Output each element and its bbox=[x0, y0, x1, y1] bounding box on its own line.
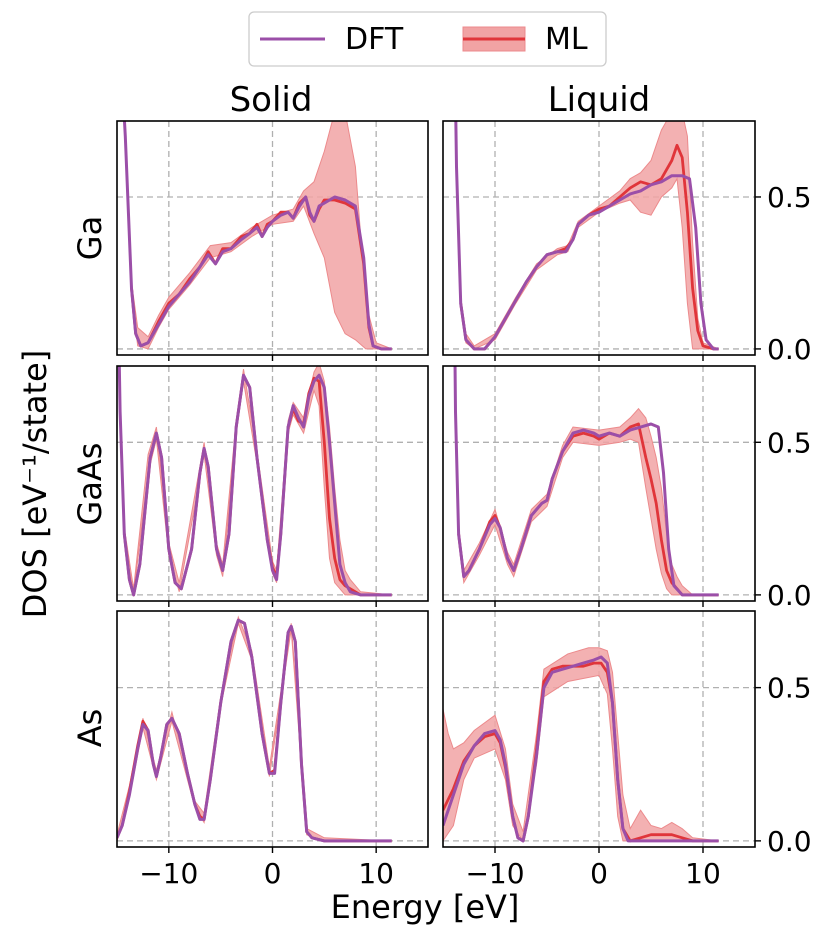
x-tick-label: 10 bbox=[358, 857, 394, 890]
dft-series-line bbox=[122, 121, 392, 351]
x-axis-label: Energy [eV] bbox=[331, 888, 520, 926]
y-axis-label: DOS [eV⁻¹/state] bbox=[16, 350, 54, 618]
row-label-gaas: GaAs bbox=[71, 443, 109, 526]
legend-frame bbox=[248, 11, 607, 67]
panel-gaas-solid bbox=[116, 365, 429, 607]
ml-uncertainty-band bbox=[458, 407, 719, 596]
x-tick-label: −10 bbox=[139, 857, 198, 890]
panel-ga-liquid: 0.0 0.5 bbox=[442, 120, 812, 366]
panel-ga-liquid-plot bbox=[454, 121, 719, 351]
row-label-as: As bbox=[71, 709, 109, 748]
legend-dft-label: DFT bbox=[345, 22, 404, 57]
dft-series-line bbox=[443, 655, 719, 843]
ml-uncertainty-band bbox=[460, 121, 719, 350]
column-title-liquid: Liquid bbox=[548, 80, 651, 120]
ml-uncertainty-band bbox=[117, 615, 392, 842]
panel-ga-solid-plot bbox=[122, 121, 392, 351]
dft-series-line bbox=[453, 366, 719, 597]
x-tick-label: 10 bbox=[685, 857, 721, 890]
panels: 0.0 0.5 0.0 0.5 −10 0 10 −10 0 10 0.0 0.5 bbox=[116, 120, 812, 890]
panel-as-solid-plot bbox=[117, 615, 392, 843]
ml-series-line bbox=[117, 618, 392, 843]
y-tick-label: 0.5 bbox=[767, 426, 812, 459]
x-tick-label: 0 bbox=[264, 857, 282, 890]
panel-gaas-solid-plot bbox=[117, 366, 392, 597]
y-tick-label: 0.0 bbox=[767, 825, 812, 858]
panel-as-liquid-plot bbox=[443, 647, 719, 843]
panel-as-liquid: −10 0 10 0.0 0.5 bbox=[442, 610, 812, 890]
ml-uncertainty-band bbox=[443, 647, 719, 843]
legend: DFT ML bbox=[248, 11, 607, 67]
y-tick-label: 0.0 bbox=[767, 333, 812, 366]
ml-series-line bbox=[457, 422, 719, 597]
dft-series-line bbox=[454, 121, 719, 351]
panel-gaas-liquid: 0.0 0.5 bbox=[442, 365, 812, 612]
x-tick-label: 0 bbox=[590, 857, 608, 890]
panel-as-solid: −10 0 10 bbox=[116, 610, 429, 890]
y-tick-label: 0.5 bbox=[767, 181, 812, 214]
y-tick-label: 0.0 bbox=[767, 579, 812, 612]
legend-ml-label: ML bbox=[545, 22, 588, 57]
dft-series-line bbox=[117, 618, 392, 843]
x-tick-label: −10 bbox=[465, 857, 524, 890]
row-label-ga: Ga bbox=[71, 216, 109, 260]
column-title-solid: Solid bbox=[230, 80, 313, 120]
panel-ga-solid bbox=[116, 120, 429, 361]
ml-uncertainty-band bbox=[131, 121, 392, 350]
dft-series-line bbox=[117, 366, 392, 597]
panel-gaas-liquid-plot bbox=[453, 366, 719, 597]
y-tick-label: 0.5 bbox=[767, 672, 812, 705]
